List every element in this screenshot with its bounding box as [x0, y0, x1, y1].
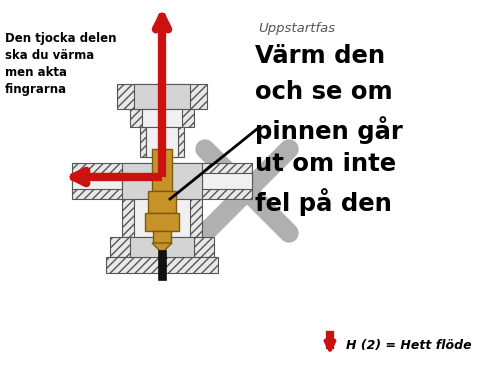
Bar	[145, 213, 179, 231]
Text: ska du värma: ska du värma	[5, 49, 94, 62]
Text: men akta: men akta	[5, 66, 67, 79]
Polygon shape	[152, 243, 172, 253]
Bar	[122, 163, 202, 199]
Bar	[146, 127, 178, 157]
Text: fingrarna: fingrarna	[5, 83, 67, 96]
Text: fel på den: fel på den	[255, 188, 392, 216]
Text: Värm den: Värm den	[255, 44, 385, 68]
Bar	[153, 231, 171, 243]
Text: ut om inte: ut om inte	[255, 152, 396, 176]
Bar	[106, 257, 218, 273]
Bar	[110, 237, 214, 257]
Bar	[140, 127, 184, 157]
Bar	[122, 199, 202, 237]
Bar	[152, 149, 172, 191]
Bar	[117, 84, 207, 109]
Bar	[134, 84, 190, 109]
Bar	[130, 109, 194, 127]
Bar	[72, 173, 122, 189]
Text: Uppstartfas: Uppstartfas	[258, 22, 335, 35]
Text: och se om: och se om	[255, 80, 392, 104]
Text: H (2) = Hett flöde: H (2) = Hett flöde	[346, 338, 472, 351]
Bar	[72, 163, 252, 199]
Bar	[134, 199, 190, 237]
Bar	[130, 237, 194, 257]
Text: Den tjocka delen: Den tjocka delen	[5, 32, 116, 45]
Bar	[142, 109, 182, 127]
Bar	[148, 191, 176, 213]
Text: pinnen går: pinnen går	[255, 116, 403, 144]
Bar	[202, 173, 252, 189]
Bar	[158, 250, 166, 280]
